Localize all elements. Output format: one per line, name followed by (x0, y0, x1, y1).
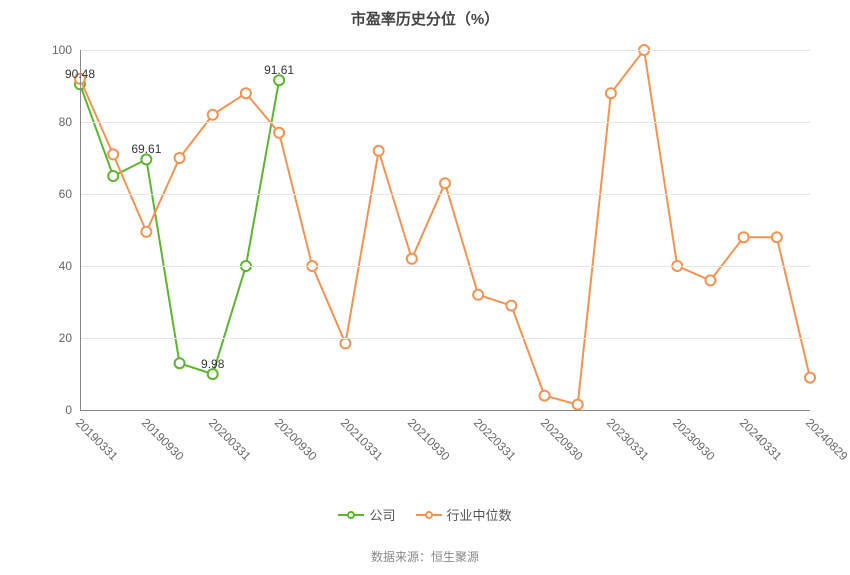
data-marker[interactable] (705, 275, 715, 285)
y-tick-label: 20 (59, 331, 80, 345)
series-line (80, 80, 279, 374)
x-tick-label: 20240829 (803, 416, 850, 464)
data-marker[interactable] (606, 88, 616, 98)
data-marker[interactable] (407, 254, 417, 264)
data-label: 69.61 (131, 143, 161, 157)
x-tick-label: 20220930 (537, 416, 585, 464)
data-label: 9.98 (201, 357, 224, 371)
data-marker[interactable] (208, 110, 218, 120)
x-tick-label: 20190930 (139, 416, 187, 464)
data-marker[interactable] (772, 232, 782, 242)
data-marker[interactable] (340, 338, 350, 348)
legend-marker (416, 508, 442, 522)
x-tick-label: 20220331 (471, 416, 519, 464)
chart-title: 市盈率历史分位（%） (0, 8, 850, 29)
grid-line (80, 194, 810, 195)
chart-legend: 公司 行业中位数 (0, 505, 850, 527)
data-marker[interactable] (573, 400, 583, 410)
legend-marker (338, 508, 364, 522)
data-marker[interactable] (739, 232, 749, 242)
series-line (80, 50, 810, 405)
y-tick-label: 40 (59, 259, 80, 273)
data-marker[interactable] (374, 146, 384, 156)
data-marker[interactable] (108, 149, 118, 159)
pe-percentile-chart: 市盈率历史分位（%） 02040608010020190331201909302… (0, 0, 850, 575)
grid-line (80, 266, 810, 267)
data-label: 91.61 (264, 63, 294, 77)
chart-lines-svg (80, 50, 810, 410)
data-label: 90.48 (65, 67, 95, 81)
legend-item[interactable]: 行业中位数 (416, 505, 512, 524)
grid-line (80, 122, 810, 123)
x-tick-label: 20210331 (338, 416, 386, 464)
data-marker[interactable] (805, 373, 815, 383)
x-tick-label: 20240331 (737, 416, 785, 464)
x-tick-label: 20210930 (405, 416, 453, 464)
y-tick-label: 100 (52, 43, 80, 57)
y-tick-label: 0 (65, 403, 80, 417)
legend-label: 行业中位数 (447, 505, 512, 524)
legend-item[interactable]: 公司 (338, 505, 395, 524)
grid-line (80, 50, 810, 51)
y-tick-label: 60 (59, 187, 80, 201)
y-tick-label: 80 (59, 115, 80, 129)
data-marker[interactable] (274, 128, 284, 138)
grid-line (80, 338, 810, 339)
data-marker[interactable] (473, 290, 483, 300)
plot-area: 0204060801002019033120190930202003312020… (80, 50, 810, 410)
x-tick-label: 20230930 (670, 416, 718, 464)
data-marker[interactable] (241, 88, 251, 98)
data-source-text: 数据来源：恒生聚源 (0, 548, 850, 565)
x-tick-label: 20200331 (206, 416, 254, 464)
data-marker[interactable] (175, 153, 185, 163)
data-marker[interactable] (108, 171, 118, 181)
x-tick-label: 20190331 (73, 416, 121, 464)
y-axis (80, 50, 81, 410)
data-marker[interactable] (506, 301, 516, 311)
x-axis (80, 410, 810, 411)
legend-label: 公司 (369, 505, 395, 524)
data-marker[interactable] (440, 178, 450, 188)
x-tick-label: 20200930 (272, 416, 320, 464)
data-marker[interactable] (175, 358, 185, 368)
x-tick-label: 20230331 (604, 416, 652, 464)
data-marker[interactable] (540, 391, 550, 401)
data-marker[interactable] (141, 227, 151, 237)
